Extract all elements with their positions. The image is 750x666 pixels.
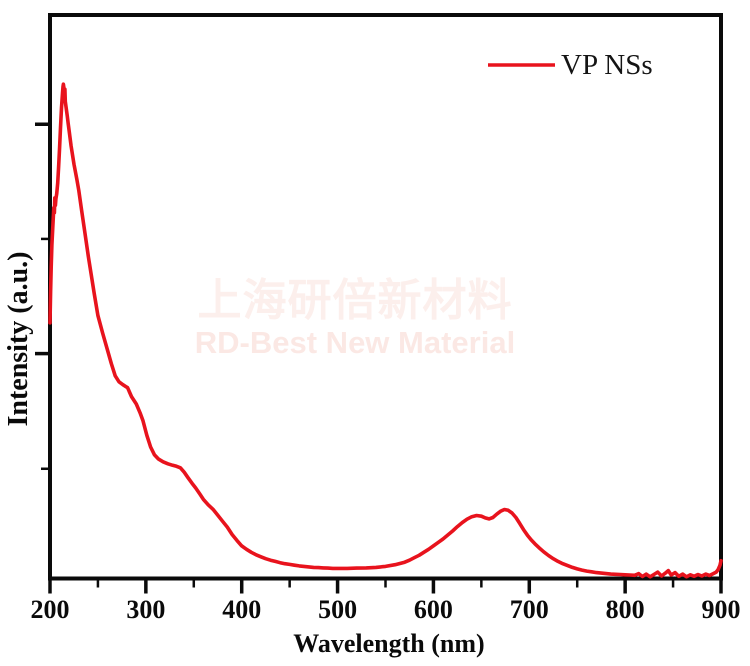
x-tick-label: 800 [606,595,645,624]
x-axis-title: Wavelength (nm) [293,629,485,658]
spectrum-curve [48,82,723,579]
x-tick-label: 500 [318,595,357,624]
x-tick-label: 300 [126,595,165,624]
axes-and-curve: 200 300 400 500 600 700 800 900 [31,63,741,624]
x-tick-label: 200 [31,595,70,624]
x-tick-label: 900 [702,595,741,624]
plot-frame [48,13,723,581]
x-tick-label: 400 [222,595,261,624]
y-axis-title: Intensity (a.u.) [3,251,34,427]
x-tick-label: 700 [510,595,549,624]
x-tick-label: 600 [414,595,453,624]
legend-label: VP NSs [561,49,653,81]
